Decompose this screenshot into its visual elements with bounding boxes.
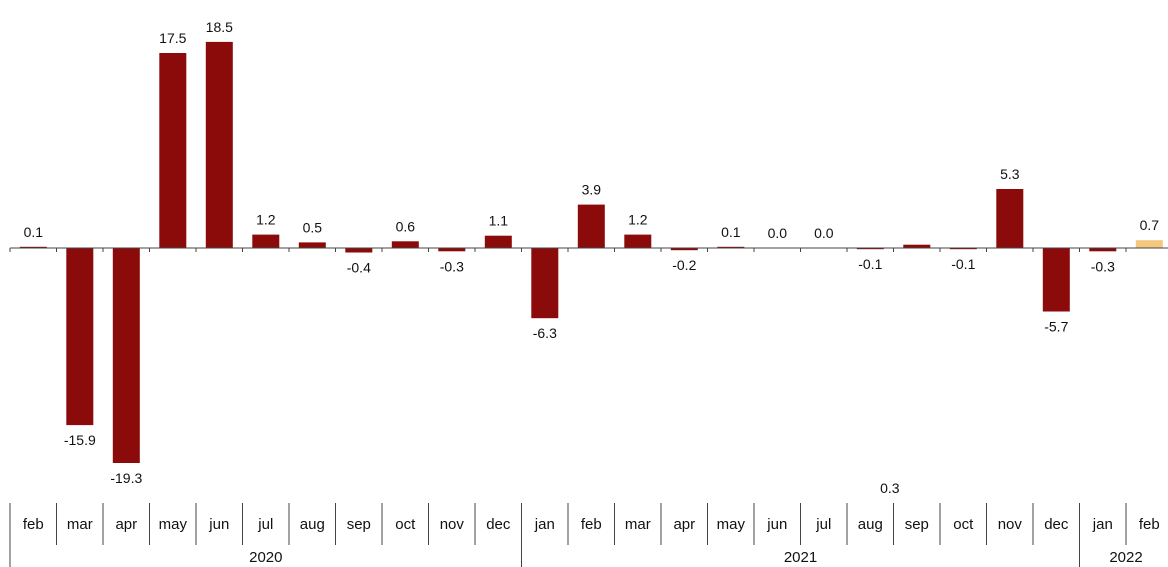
year-axis: 2020 2021 2022 <box>9 503 1143 567</box>
month-label: apr <box>673 516 695 533</box>
value-label: 1.1 <box>489 213 509 229</box>
value-label: -0.3 <box>440 258 464 274</box>
bar-dec-22 <box>1042 248 1070 312</box>
value-label: 0.1 <box>24 224 44 240</box>
value-label: 18.5 <box>206 19 233 35</box>
value-label: 0.7 <box>1140 217 1160 233</box>
bar-jan-23 <box>1089 248 1117 252</box>
value-label: -0.1 <box>858 256 882 272</box>
bar-aug-6 <box>298 242 326 248</box>
bar-feb-12 <box>577 204 605 248</box>
bars-group <box>19 41 1163 463</box>
bar-sep-7 <box>345 248 373 253</box>
month-label: nov <box>440 516 465 533</box>
bar-feb-24 <box>1135 240 1163 248</box>
value-label: -0.3 <box>1091 258 1115 274</box>
value-label: -0.1 <box>951 256 975 272</box>
month-label: jan <box>1092 516 1113 533</box>
bar-mar-13 <box>624 234 652 248</box>
year-label-2022: 2022 <box>1109 549 1142 566</box>
bar-may-3 <box>159 53 187 248</box>
month-label: jun <box>208 516 229 533</box>
value-label: 1.2 <box>256 212 276 228</box>
zero-axis-ticks <box>9 248 1127 252</box>
value-label: 0.1 <box>721 224 741 240</box>
bar-feb-0 <box>19 246 47 248</box>
bar-jul-5 <box>252 234 280 248</box>
bar-nov-21 <box>996 189 1024 248</box>
value-label: 0.6 <box>396 218 416 234</box>
bar-aug-18 <box>856 248 884 250</box>
value-label: 0.0 <box>768 225 788 241</box>
bar-jan-11 <box>531 248 559 319</box>
month-label: feb <box>581 516 602 533</box>
bar-apr-14 <box>670 248 698 251</box>
bar-oct-8 <box>391 241 419 248</box>
bar-nov-9 <box>438 248 466 252</box>
month-label: feb <box>23 516 44 533</box>
value-label: -15.9 <box>64 432 96 448</box>
value-labels-group: 0.1 -15.9 -19.3 17.5 18.5 1.2 0.5 -0.4 0.6 -0.3 1.… <box>24 19 1160 496</box>
month-label: dec <box>1044 516 1069 533</box>
value-label: -6.3 <box>533 325 557 341</box>
year-label-2020: 2020 <box>249 549 282 566</box>
month-label: feb <box>1139 516 1160 533</box>
month-label: apr <box>115 516 137 533</box>
month-label: oct <box>395 516 416 533</box>
month-label: jan <box>534 516 555 533</box>
bar-sep-19 <box>903 244 931 248</box>
month-label: jul <box>257 516 273 533</box>
month-label: nov <box>998 516 1023 533</box>
value-label: -0.2 <box>672 257 696 273</box>
bar-apr-2 <box>112 248 140 463</box>
value-label: 3.9 <box>582 182 602 198</box>
year-label-2021: 2021 <box>784 549 817 566</box>
value-label: 0.0 <box>814 225 834 241</box>
month-label: may <box>717 516 746 533</box>
month-axis: feb mar apr may jun jul aug sep oct nov dec jan feb m… <box>9 503 1160 545</box>
month-label: jul <box>815 516 831 533</box>
value-label: -0.4 <box>347 260 371 276</box>
bar-dec-10 <box>484 235 512 248</box>
value-label: 1.2 <box>628 212 648 228</box>
value-label: -19.3 <box>110 470 142 486</box>
value-label: 0.3 <box>880 480 900 496</box>
month-label: may <box>159 516 188 533</box>
value-label: 17.5 <box>159 30 186 46</box>
month-label: jun <box>766 516 787 533</box>
month-label: mar <box>67 516 93 533</box>
bar-may-15 <box>717 246 745 248</box>
month-label: aug <box>858 516 883 533</box>
month-label: dec <box>486 516 511 533</box>
bar-jun-4 <box>205 41 233 249</box>
month-label: sep <box>905 516 929 533</box>
month-label: sep <box>347 516 371 533</box>
value-label: -5.7 <box>1044 319 1068 335</box>
month-label: mar <box>625 516 651 533</box>
bar-mar-1 <box>66 248 94 426</box>
month-label: aug <box>300 516 325 533</box>
value-label: 0.5 <box>303 219 323 235</box>
bar-oct-20 <box>949 248 977 250</box>
month-label: oct <box>953 516 974 533</box>
value-label: 5.3 <box>1000 166 1020 182</box>
